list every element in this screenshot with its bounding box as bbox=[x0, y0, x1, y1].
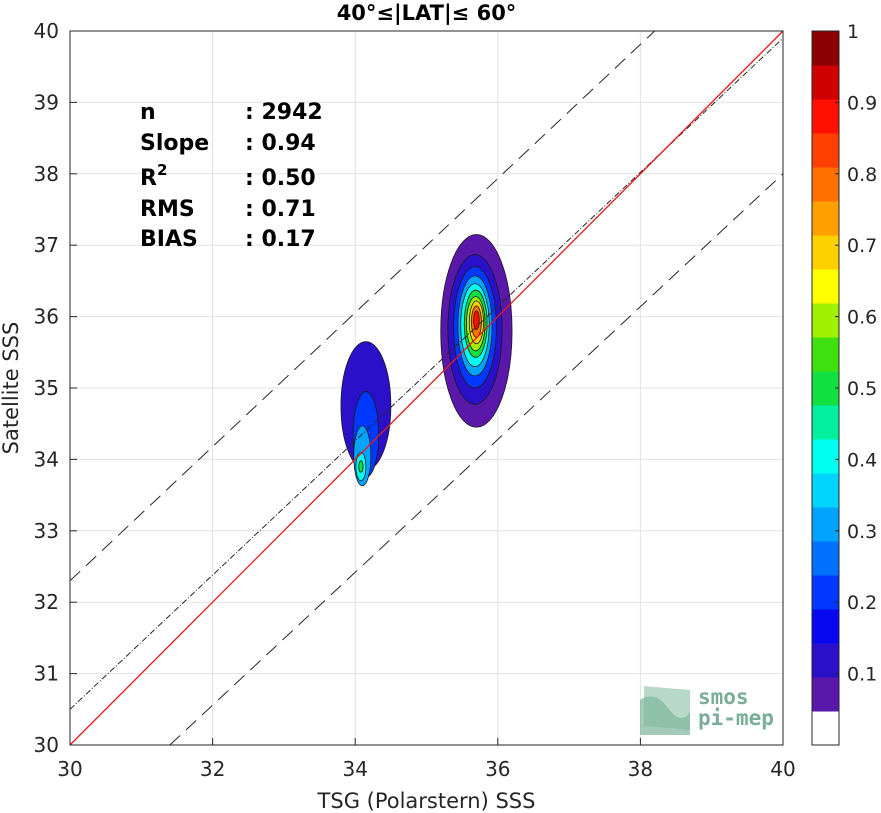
colorbar-swatch bbox=[812, 167, 839, 202]
colorbar-tick-label: 0.2 bbox=[847, 592, 877, 614]
contour-level-1 bbox=[358, 460, 364, 473]
colorbar-swatch bbox=[812, 439, 839, 474]
y-tick-label: 33 bbox=[34, 519, 59, 543]
colorbar-swatch bbox=[812, 609, 839, 644]
colorbar-swatch bbox=[812, 303, 839, 338]
colorbar-tick-label: 0.7 bbox=[847, 235, 877, 257]
colorbar-swatch bbox=[812, 541, 839, 576]
stat-value: : 2942 bbox=[245, 100, 323, 125]
x-tick-label: 32 bbox=[200, 757, 225, 781]
colorbar-swatch bbox=[812, 677, 839, 712]
watermark-line1: smos bbox=[698, 685, 749, 709]
one-to-one-line bbox=[69, 30, 784, 746]
y-axis-label: Satellite SSS bbox=[0, 322, 23, 455]
colorbar-swatch bbox=[812, 65, 839, 100]
upper-dashed-line bbox=[69, 30, 656, 582]
lower-dashed-line bbox=[169, 173, 784, 746]
x-tick-label: 38 bbox=[628, 757, 653, 781]
y-tick-label: 31 bbox=[34, 662, 59, 686]
stats-box: n : 2942 Slope : 0.94 R2 : 0.50 RMS : 0.71 BIAS:… bbox=[140, 100, 323, 252]
x-tick-label: 34 bbox=[342, 757, 367, 781]
chart-title: 40°≤|LAT|≤ 60° bbox=[337, 1, 517, 26]
x-tick-label: 36 bbox=[485, 757, 510, 781]
stat-label: Slope bbox=[140, 131, 209, 156]
colorbar-swatch bbox=[812, 31, 839, 66]
colorbar-swatch bbox=[812, 235, 839, 270]
colorbar-swatch bbox=[812, 473, 839, 508]
reference-lines bbox=[69, 30, 784, 746]
contour-level-0 bbox=[473, 310, 480, 330]
colorbar-tick-label: 0.8 bbox=[847, 164, 877, 186]
stat-value: : 0.94 bbox=[245, 131, 316, 156]
x-axis-ticks: 30 32 34 36 38 40 bbox=[57, 738, 796, 781]
colorbar-tick-label: 0.6 bbox=[847, 307, 877, 329]
colorbar-tick-label: 0.3 bbox=[847, 521, 877, 543]
colorbar-swatch bbox=[812, 507, 839, 542]
y-tick-label: 40 bbox=[34, 19, 59, 43]
colorbar-swatch bbox=[812, 201, 839, 236]
colorbar-tick-label: 0.1 bbox=[847, 664, 877, 686]
stat-value: : 0.71 bbox=[245, 197, 316, 222]
y-tick-label: 37 bbox=[34, 233, 59, 257]
stat-label: RMS bbox=[140, 197, 195, 222]
colorbar-swatch bbox=[812, 643, 839, 678]
stat-label: n bbox=[140, 100, 156, 125]
y-tick-label: 34 bbox=[34, 447, 59, 471]
watermark-line2: pi-mep bbox=[698, 706, 774, 730]
colorbar: 0.1 0.2 0.3 0.4 0.5 0.6 0.7 0.8 0.9 1 bbox=[811, 21, 877, 746]
y-tick-label: 30 bbox=[34, 733, 59, 757]
colorbar-swatch bbox=[812, 711, 839, 746]
colorbar-swatch bbox=[812, 405, 839, 440]
x-tick-label: 30 bbox=[57, 757, 82, 781]
colorbar-tick-label: 1 bbox=[847, 21, 859, 43]
stat-label: R2 bbox=[140, 161, 167, 191]
y-axis-ticks: 30 31 32 33 34 35 36 37 38 39 40 bbox=[34, 19, 77, 757]
stat-label: BIAS bbox=[140, 227, 198, 252]
y-tick-label: 32 bbox=[34, 590, 59, 614]
colorbar-swatch bbox=[812, 371, 839, 406]
stat-superscript: 2 bbox=[157, 161, 167, 179]
colorbar-swatch bbox=[812, 575, 839, 610]
colorbar-tick-label: 0.9 bbox=[847, 92, 877, 114]
x-tick-label: 40 bbox=[770, 757, 795, 781]
density-contours bbox=[340, 234, 513, 487]
y-tick-label: 35 bbox=[34, 376, 59, 400]
y-tick-label: 38 bbox=[34, 162, 59, 186]
colorbar-swatch bbox=[812, 269, 839, 304]
y-tick-label: 36 bbox=[34, 305, 59, 329]
x-axis-label: TSG (Polarstern) SSS bbox=[317, 789, 536, 813]
y-tick-label: 39 bbox=[34, 90, 59, 114]
colorbar-swatch bbox=[812, 337, 839, 372]
colorbar-swatch bbox=[812, 99, 839, 134]
watermark-icon-wave bbox=[640, 696, 690, 735]
colorbar-tick-label: 0.4 bbox=[847, 449, 877, 471]
stat-value: : 0.50 bbox=[245, 166, 316, 191]
colorbar-swatch bbox=[812, 133, 839, 168]
stat-value: : 0.17 bbox=[245, 227, 316, 252]
colorbar-tick-label: 0.5 bbox=[847, 378, 877, 400]
